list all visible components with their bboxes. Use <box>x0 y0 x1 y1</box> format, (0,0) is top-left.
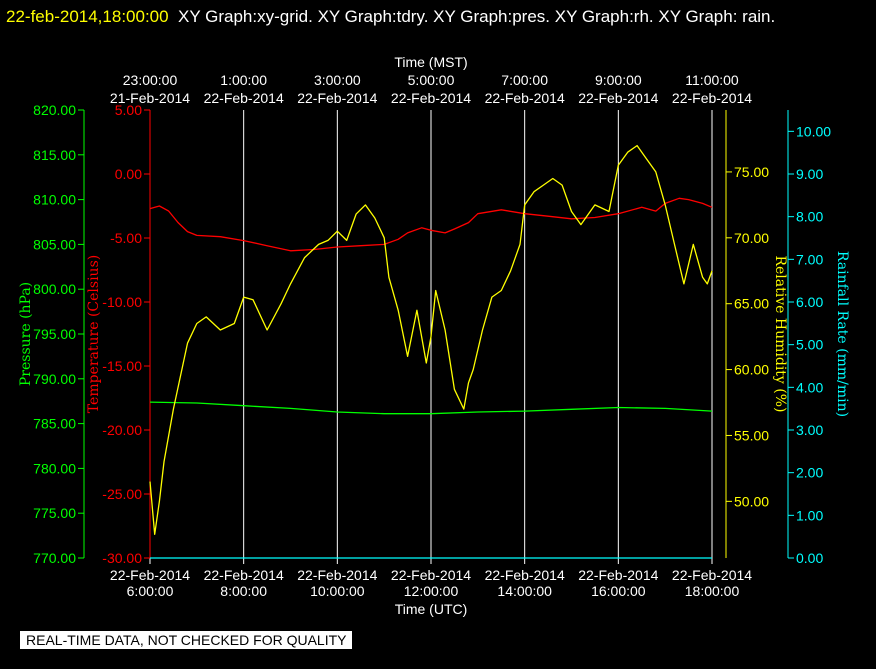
humidity-tick-label: 70.00 <box>734 230 769 246</box>
pressure-tick-label: 800.00 <box>33 281 76 297</box>
quality-note: REAL-TIME DATA, NOT CHECKED FOR QUALITY <box>20 631 353 649</box>
pressure-tick-label: 815.00 <box>33 147 76 163</box>
pressure-tick-label: 780.00 <box>33 460 76 476</box>
x-tick-date: 22-Feb-2014 <box>391 567 471 583</box>
x-tick-time: 16:00:00 <box>591 583 646 599</box>
x-top-tick-time: 11:00:00 <box>685 72 739 88</box>
pressure-axis-label: Pressure (hPa) <box>18 282 34 386</box>
x-top-tick-date: 21-Feb-2014 <box>110 90 190 106</box>
x-tick-date: 22-Feb-2014 <box>485 567 565 583</box>
temperature-tick-label: 5.00 <box>115 102 142 118</box>
temperature-tick-label: -20.00 <box>102 422 142 438</box>
x-top-tick-date: 22-Feb-2014 <box>204 90 284 106</box>
pressure-series-line <box>149 401 713 415</box>
x-tick-time: 8:00:00 <box>220 583 267 599</box>
humidity-tick-label: 55.00 <box>734 427 769 443</box>
graph-list: XY Graph:xy-grid. XY Graph:tdry. XY Grap… <box>178 7 776 26</box>
humidity-tick-label: 75.00 <box>734 164 769 180</box>
x-top-tick-date: 22-Feb-2014 <box>391 90 471 106</box>
x-top-tick-time: 7:00:00 <box>501 72 548 88</box>
humidity-tick-label: 60.00 <box>734 362 769 378</box>
x-tick-date: 22-Feb-2014 <box>110 567 190 583</box>
humidity-axis-label: Relative Humidity (%) <box>772 255 788 412</box>
pressure-tick-label: 770.00 <box>33 550 76 566</box>
pressure-tick-label: 795.00 <box>33 326 76 342</box>
rain-tick-label: 10.00 <box>796 123 831 139</box>
humidity-series-line <box>149 144 713 535</box>
x-axis-label-top: Time (MST) <box>394 54 467 70</box>
rain-tick-label: 7.00 <box>796 251 823 267</box>
temperature-axis-label: Temperature (Celsius) <box>86 255 102 413</box>
temperature-tick-label: 0.00 <box>115 166 142 182</box>
rain-tick-label: 6.00 <box>796 294 823 310</box>
humidity-tick-label: 65.00 <box>734 296 769 312</box>
rain-axis-label: Rainfall Rate (mm/min) <box>834 251 850 417</box>
x-top-tick-time: 1:00:00 <box>220 72 267 88</box>
temperature-tick-label: -25.00 <box>102 486 142 502</box>
humidity-tick-label: 50.00 <box>734 493 769 509</box>
x-tick-time: 6:00:00 <box>127 583 174 599</box>
rain-tick-label: 3.00 <box>796 422 823 438</box>
x-tick-time: 12:00:00 <box>404 583 459 599</box>
page-title: 22-feb-2014,18:00:00 XY Graph:xy-grid. X… <box>6 2 870 32</box>
rain-tick-label: 1.00 <box>796 507 823 523</box>
rain-tick-label: 8.00 <box>796 209 823 225</box>
x-top-tick-time: 9:00:00 <box>595 72 642 88</box>
pressure-tick-label: 775.00 <box>33 505 76 521</box>
x-top-tick-date: 22-Feb-2014 <box>578 90 658 106</box>
x-tick-time: 18:00:00 <box>685 583 740 599</box>
pressure-tick-label: 785.00 <box>33 416 76 432</box>
x-top-tick-time: 23:00:00 <box>123 72 178 88</box>
x-top-tick-time: 3:00:00 <box>314 72 361 88</box>
temperature-series-line <box>149 197 713 252</box>
rain-tick-label: 5.00 <box>796 337 823 353</box>
pressure-tick-label: 820.00 <box>33 102 76 118</box>
temperature-tick-label: -5.00 <box>110 230 142 246</box>
temperature-tick-label: -15.00 <box>102 358 142 374</box>
x-tick-date: 22-Feb-2014 <box>672 567 752 583</box>
pressure-tick-label: 805.00 <box>33 236 76 252</box>
rain-tick-label: 2.00 <box>796 465 823 481</box>
x-top-tick-date: 22-Feb-2014 <box>485 90 565 106</box>
x-axis-label-bottom: Time (UTC) <box>395 601 468 617</box>
rain-tick-label: 4.00 <box>796 379 823 395</box>
x-top-tick-date: 22-Feb-2014 <box>672 90 752 106</box>
x-top-tick-date: 22-Feb-2014 <box>297 90 377 106</box>
x-tick-date: 22-Feb-2014 <box>204 567 284 583</box>
pressure-tick-label: 790.00 <box>33 371 76 387</box>
x-top-tick-time: 5:00:00 <box>408 72 455 88</box>
timestamp: 22-feb-2014,18:00:00 <box>6 7 169 26</box>
x-tick-date: 22-Feb-2014 <box>297 567 377 583</box>
pressure-tick-label: 810.00 <box>33 192 76 208</box>
temperature-tick-label: -10.00 <box>102 294 142 310</box>
rain-tick-label: 0.00 <box>796 550 823 566</box>
x-tick-date: 22-Feb-2014 <box>578 567 658 583</box>
x-tick-time: 14:00:00 <box>497 583 552 599</box>
rain-tick-label: 9.00 <box>796 166 823 182</box>
x-tick-time: 10:00:00 <box>310 583 365 599</box>
temperature-tick-label: -30.00 <box>102 550 142 566</box>
